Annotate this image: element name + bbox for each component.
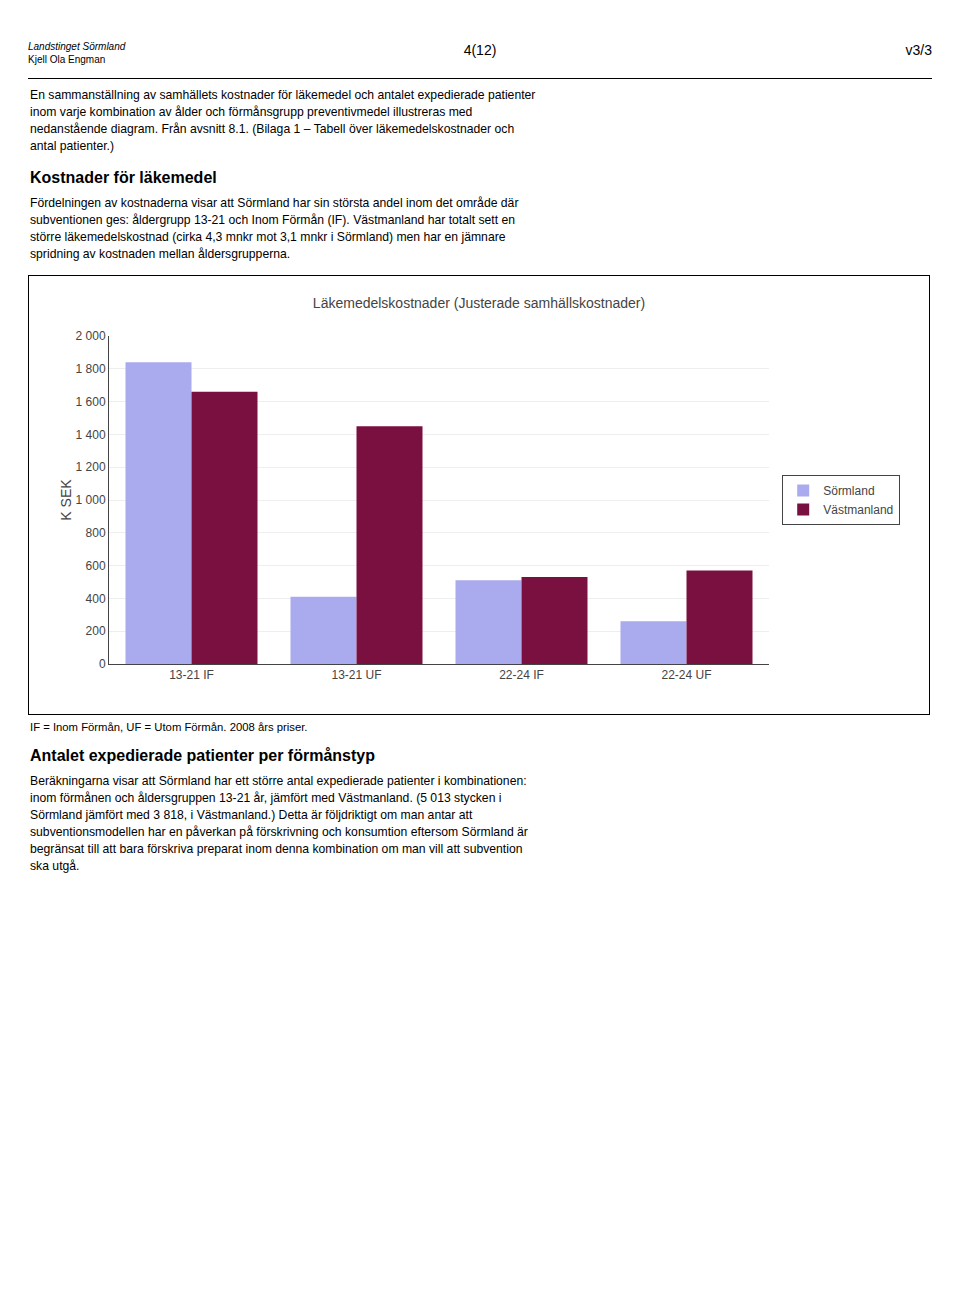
svg-text:1 400: 1 400 (76, 428, 106, 442)
html-text:Landstinget Sörmland: Landstinget Sörmland (28, 41, 126, 52)
svg-text:600: 600 (86, 559, 106, 573)
svg-text:Västmanland: Västmanland (823, 503, 893, 517)
html-text:Beräkningarna visar att Sörmla: Beräkningarna visar att Sörmland har ett… (30, 774, 528, 873)
svg-text:800: 800 (86, 526, 106, 540)
html-text:Kjell Ola Engman: Kjell Ola Engman (28, 54, 106, 65)
svg-text:13-21 IF: 13-21 IF (169, 668, 214, 682)
svg-text:1 800: 1 800 (76, 362, 106, 376)
svg-text:22-24 UF: 22-24 UF (661, 668, 711, 682)
svg-text:K SEK: K SEK (58, 479, 74, 521)
svg-text:2 000: 2 000 (76, 329, 106, 343)
html-text:4(12): 4(12) (463, 42, 497, 58)
svg-text:13-21 UF: 13-21 UF (331, 668, 381, 682)
html-text:Fördelningen av kostnaderna vi: Fördelningen av kostnaderna visar att Sö… (30, 196, 519, 261)
svg-text:Sörmland: Sörmland (823, 484, 874, 498)
html-text:Kostnader för läkemedel: Kostnader för läkemedel (30, 169, 217, 186)
svg-text:1 000: 1 000 (76, 493, 106, 507)
html-text:Antalet expedierade patienter: Antalet expedierade patienter per förmån… (30, 747, 375, 764)
svg-text:Läkemedelskostnader (Justerade: Läkemedelskostnader (Justerade samhällsk… (313, 295, 645, 311)
svg-text:1 600: 1 600 (76, 395, 106, 409)
html-text:v3/3: v3/3 (905, 42, 932, 58)
html-text:IF = Inom Förmån, UF = Utom Fö: IF = Inom Förmån, UF = Utom Förmån. 2008… (30, 721, 308, 733)
svg-text:400: 400 (86, 592, 106, 606)
svg-text:22-24 IF: 22-24 IF (499, 668, 544, 682)
svg-text:0: 0 (99, 657, 106, 671)
svg-text:1 200: 1 200 (76, 460, 106, 474)
html-text:En sammanställning av samhälle: En sammanställning av samhällets kostnad… (30, 88, 536, 153)
svg-text:200: 200 (86, 624, 106, 638)
